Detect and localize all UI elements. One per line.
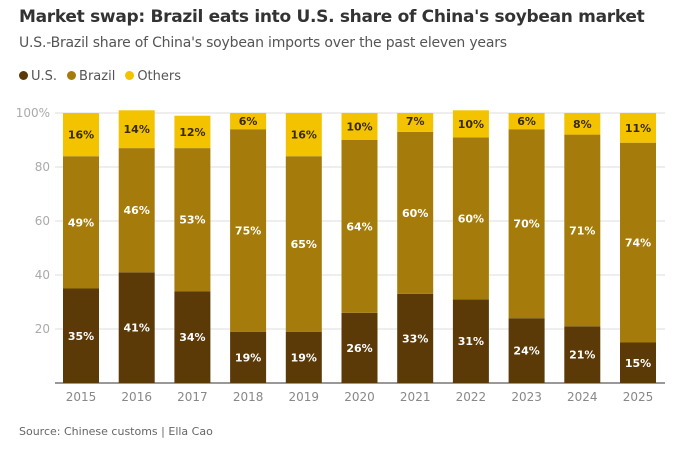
x-tick-label: 2016: [121, 390, 152, 404]
bar-brazil-2025: [620, 142, 656, 343]
legend-label: U.S.: [31, 69, 58, 84]
bar-others-2023: [508, 113, 545, 130]
data-label: 71%: [569, 224, 595, 237]
bar-others-2021: [397, 113, 434, 132]
data-label: 6%: [239, 115, 258, 128]
legend-swatch: [67, 71, 77, 80]
data-label: 11%: [625, 122, 651, 135]
legend-item-brazil: Brazil: [67, 69, 115, 84]
bar-brazil-2015: [63, 156, 99, 289]
bar-us-2018: [230, 331, 267, 383]
chart-title: Market swap: Brazil eats into U.S. share…: [19, 7, 645, 27]
x-tick-label: 2025: [623, 390, 654, 404]
data-label: 53%: [179, 214, 205, 227]
data-label: 24%: [513, 345, 539, 358]
x-tick-label: 2019: [289, 390, 320, 404]
bar-brazil-2018: [230, 129, 267, 332]
data-label: 74%: [625, 237, 651, 250]
bar-us-2024: [564, 326, 601, 383]
bar-brazil-2021: [397, 131, 434, 294]
data-label: 60%: [458, 212, 484, 225]
x-tick-label: 2017: [177, 390, 208, 404]
data-label: 49%: [68, 216, 94, 229]
bar-others-2015: [63, 113, 99, 157]
data-label: 6%: [517, 115, 536, 128]
bar-us-2025: [620, 342, 656, 383]
bar-us-2021: [397, 293, 434, 383]
data-label: 46%: [124, 204, 150, 217]
data-label: 15%: [625, 357, 651, 370]
legend: U.S. Brazil Others: [19, 69, 181, 84]
y-tick-label: 60: [35, 214, 50, 228]
bar-us-2017: [174, 291, 211, 383]
bar-others-2025: [620, 113, 656, 143]
data-label: 26%: [346, 342, 372, 355]
data-label: 60%: [402, 207, 428, 220]
data-label: 33%: [402, 332, 428, 345]
data-label: 14%: [124, 123, 150, 136]
y-tick-label: 80: [35, 160, 50, 174]
legend-label: Brazil: [79, 69, 116, 84]
legend-item-us: U.S.: [19, 69, 57, 84]
bar-brazil-2022: [452, 137, 489, 300]
bar-us-2015: [63, 288, 99, 383]
data-label: 65%: [291, 238, 317, 251]
data-label: 35%: [68, 330, 94, 343]
source-note: Source: Chinese customs | Ella Cao: [19, 425, 213, 438]
bar-brazil-2024: [564, 134, 601, 327]
x-tick-label: 2015: [66, 390, 97, 404]
data-label: 10%: [458, 118, 484, 131]
legend-swatch: [125, 71, 135, 80]
bar-others-2016: [118, 110, 155, 149]
data-label: 16%: [291, 129, 317, 142]
data-label: 75%: [235, 224, 261, 237]
data-label: 19%: [291, 351, 317, 364]
bar-brazil-2017: [174, 148, 211, 292]
bar-us-2019: [285, 331, 322, 383]
bar-brazil-2020: [341, 140, 378, 313]
legend-swatch: [19, 71, 28, 80]
x-tick-label: 2024: [567, 390, 598, 404]
bar-brazil-2019: [285, 156, 322, 332]
data-label: 64%: [346, 220, 372, 233]
legend-label: Others: [137, 69, 182, 84]
bar-us-2016: [118, 272, 155, 383]
data-label: 8%: [573, 118, 592, 131]
x-tick-label: 2022: [456, 390, 487, 404]
y-tick-label: 100%: [16, 106, 50, 120]
data-label: 34%: [179, 331, 205, 344]
data-label: 10%: [346, 121, 372, 134]
data-label: 7%: [406, 115, 425, 128]
bar-us-2020: [341, 312, 378, 383]
data-label: 41%: [124, 322, 150, 335]
bar-others-2022: [452, 110, 489, 138]
chart-subtitle: U.S.-Brazil share of China's soybean imp…: [19, 35, 507, 51]
x-tick-label: 2020: [344, 390, 375, 404]
bar-us-2022: [452, 299, 489, 383]
data-label: 19%: [235, 351, 261, 364]
data-label: 12%: [179, 126, 205, 139]
data-label: 16%: [68, 129, 94, 142]
bar-others-2020: [341, 113, 378, 140]
x-tick-label: 2018: [233, 390, 264, 404]
data-label: 21%: [569, 349, 595, 362]
bar-others-2017: [174, 115, 211, 149]
y-tick-label: 20: [35, 322, 50, 336]
bar-others-2024: [564, 113, 601, 135]
bar-others-2018: [230, 113, 267, 130]
bar-brazil-2016: [118, 148, 155, 273]
bar-us-2023: [508, 318, 545, 383]
y-tick-label: 40: [35, 268, 50, 282]
x-tick-label: 2021: [400, 390, 431, 404]
x-tick-label: 2023: [511, 390, 542, 404]
data-label: 31%: [458, 335, 484, 348]
data-label: 70%: [513, 218, 539, 231]
bar-others-2019: [285, 113, 322, 157]
bar-brazil-2023: [508, 129, 545, 319]
legend-item-others: Others: [125, 69, 181, 84]
